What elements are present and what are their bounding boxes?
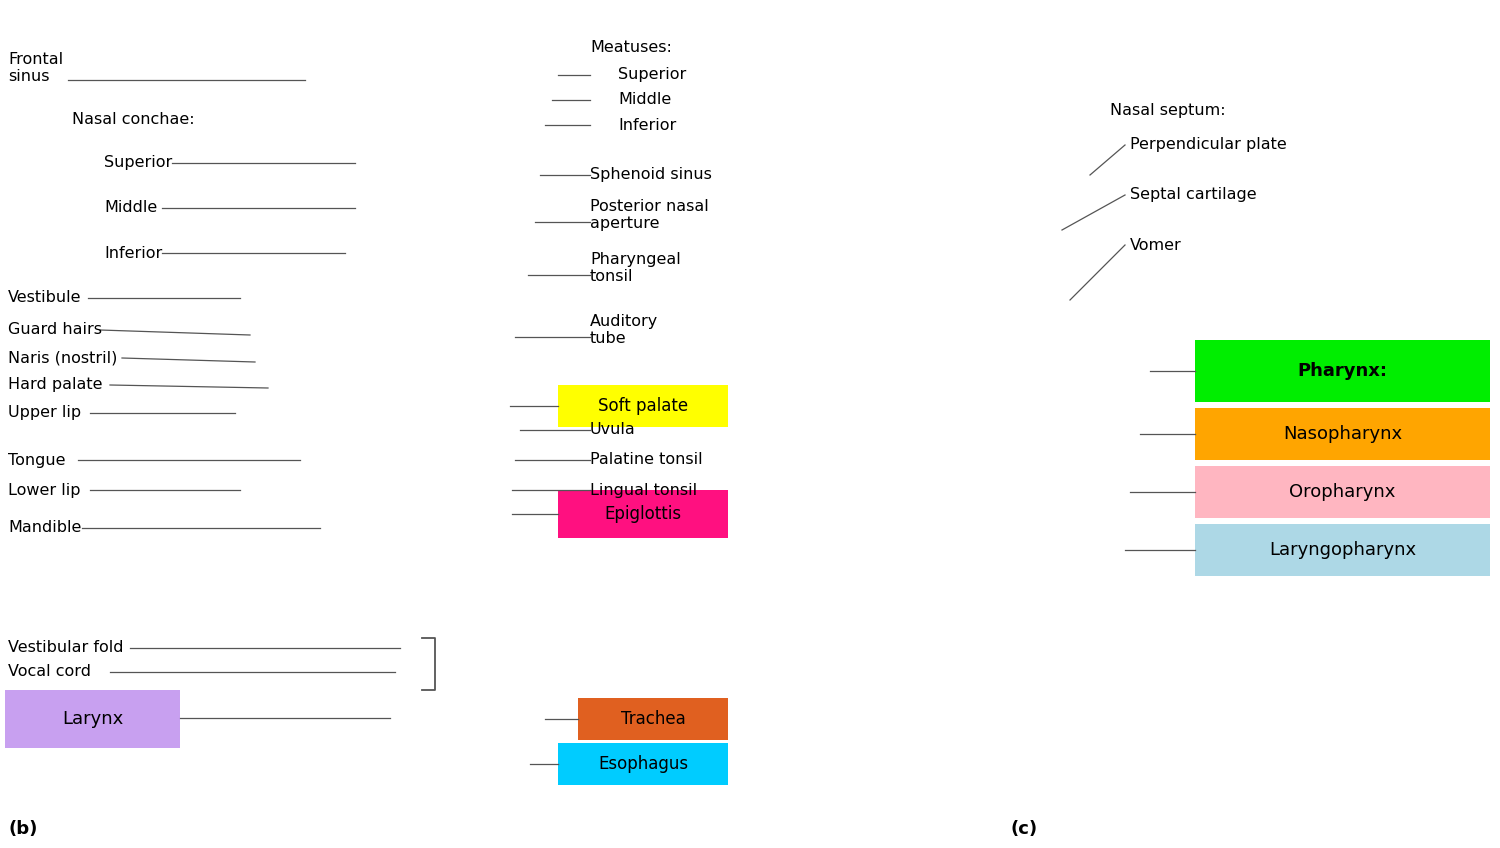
Text: Epiglottis: Epiglottis xyxy=(604,505,681,523)
Text: Superior: Superior xyxy=(618,68,686,82)
FancyBboxPatch shape xyxy=(558,490,728,538)
Text: Soft palate: Soft palate xyxy=(598,397,688,415)
Text: Esophagus: Esophagus xyxy=(598,755,688,773)
FancyBboxPatch shape xyxy=(1196,408,1490,460)
Text: Middle: Middle xyxy=(618,92,672,108)
Text: Mandible: Mandible xyxy=(8,521,81,535)
Text: Naris (nostril): Naris (nostril) xyxy=(8,350,117,365)
Text: Lingual tonsil: Lingual tonsil xyxy=(590,483,698,498)
FancyBboxPatch shape xyxy=(4,690,180,748)
Text: Guard hairs: Guard hairs xyxy=(8,322,102,338)
Text: Septal cartilage: Septal cartilage xyxy=(1130,187,1257,203)
Text: Vomer: Vomer xyxy=(1130,237,1182,253)
Text: Nasopharynx: Nasopharynx xyxy=(1282,425,1402,443)
Text: Uvula: Uvula xyxy=(590,422,636,438)
Text: Upper lip: Upper lip xyxy=(8,405,81,421)
Text: Palatine tonsil: Palatine tonsil xyxy=(590,453,702,467)
Text: Inferior: Inferior xyxy=(618,118,676,132)
FancyBboxPatch shape xyxy=(578,698,728,740)
Text: (b): (b) xyxy=(8,820,38,838)
FancyBboxPatch shape xyxy=(558,743,728,785)
Text: Middle: Middle xyxy=(104,200,158,215)
FancyBboxPatch shape xyxy=(558,385,728,427)
Text: Vestibule: Vestibule xyxy=(8,291,81,305)
Text: Posterior nasal
aperture: Posterior nasal aperture xyxy=(590,198,708,232)
Text: Frontal
sinus: Frontal sinus xyxy=(8,52,63,84)
Text: Inferior: Inferior xyxy=(104,246,162,260)
Text: Perpendicular plate: Perpendicular plate xyxy=(1130,137,1287,153)
Text: Lower lip: Lower lip xyxy=(8,483,81,498)
Text: Nasal septum:: Nasal septum: xyxy=(1110,103,1226,118)
Text: Sphenoid sinus: Sphenoid sinus xyxy=(590,168,712,182)
FancyBboxPatch shape xyxy=(1196,340,1490,402)
FancyBboxPatch shape xyxy=(1196,466,1490,518)
Text: Nasal conchae:: Nasal conchae: xyxy=(72,113,195,127)
Text: Superior: Superior xyxy=(104,155,172,170)
Text: Laryngopharynx: Laryngopharynx xyxy=(1269,541,1416,559)
Text: Hard palate: Hard palate xyxy=(8,377,102,393)
Text: Pharyngeal
tonsil: Pharyngeal tonsil xyxy=(590,252,681,284)
Text: Oropharynx: Oropharynx xyxy=(1290,483,1395,501)
Text: Vocal cord: Vocal cord xyxy=(8,665,92,679)
Text: Tongue: Tongue xyxy=(8,453,66,467)
Text: Auditory
tube: Auditory tube xyxy=(590,314,658,346)
Text: (c): (c) xyxy=(1010,820,1036,838)
Text: Trachea: Trachea xyxy=(621,710,686,728)
FancyBboxPatch shape xyxy=(1196,524,1490,576)
Text: Larynx: Larynx xyxy=(62,710,123,728)
Text: Meatuses:: Meatuses: xyxy=(590,41,672,55)
Text: Pharynx:: Pharynx: xyxy=(1298,362,1388,380)
Text: Vestibular fold: Vestibular fold xyxy=(8,640,123,656)
